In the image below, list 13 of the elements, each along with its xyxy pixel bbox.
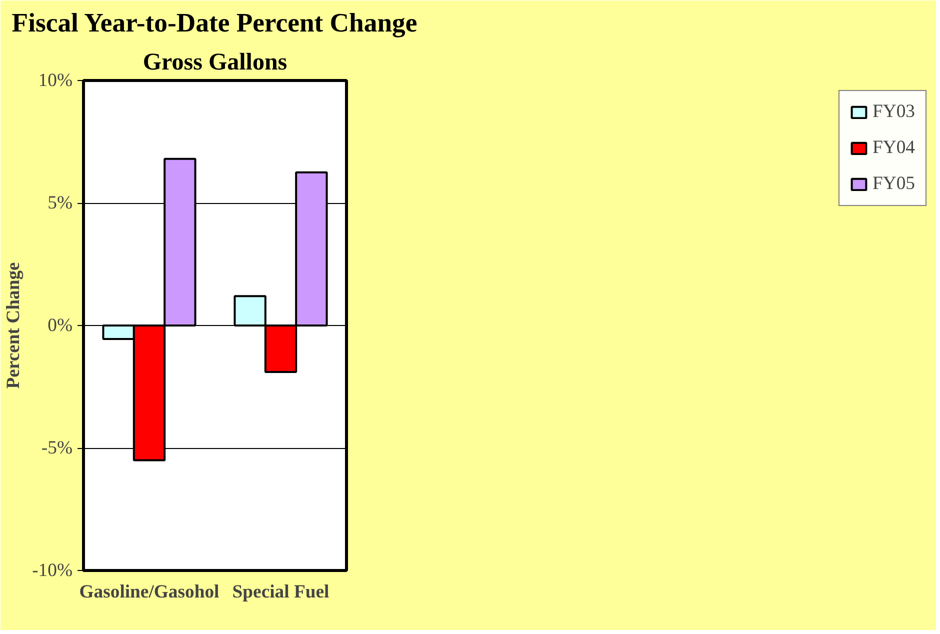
chart-subtitle: Gross Gallons	[142, 50, 288, 76]
legend-label: FY03	[872, 101, 915, 123]
legend-label: FY04	[872, 137, 915, 159]
y-axis-title: Percent Change	[3, 262, 24, 389]
x-tick-label: Gasoline/Gasohol	[79, 582, 220, 602]
y-tick-label: 0%	[48, 315, 73, 336]
y-tick-label: 10%	[38, 70, 73, 91]
x-tick-label: Special Fuel	[232, 582, 330, 602]
y-tick-label: 5%	[48, 192, 73, 214]
y-tick-label: -10%	[32, 560, 73, 581]
y-tick-label: -5%	[41, 438, 73, 458]
chart-title: Fiscal Year-to-Date Percent Change	[12, 8, 418, 38]
legend-label: FY05	[872, 173, 915, 195]
